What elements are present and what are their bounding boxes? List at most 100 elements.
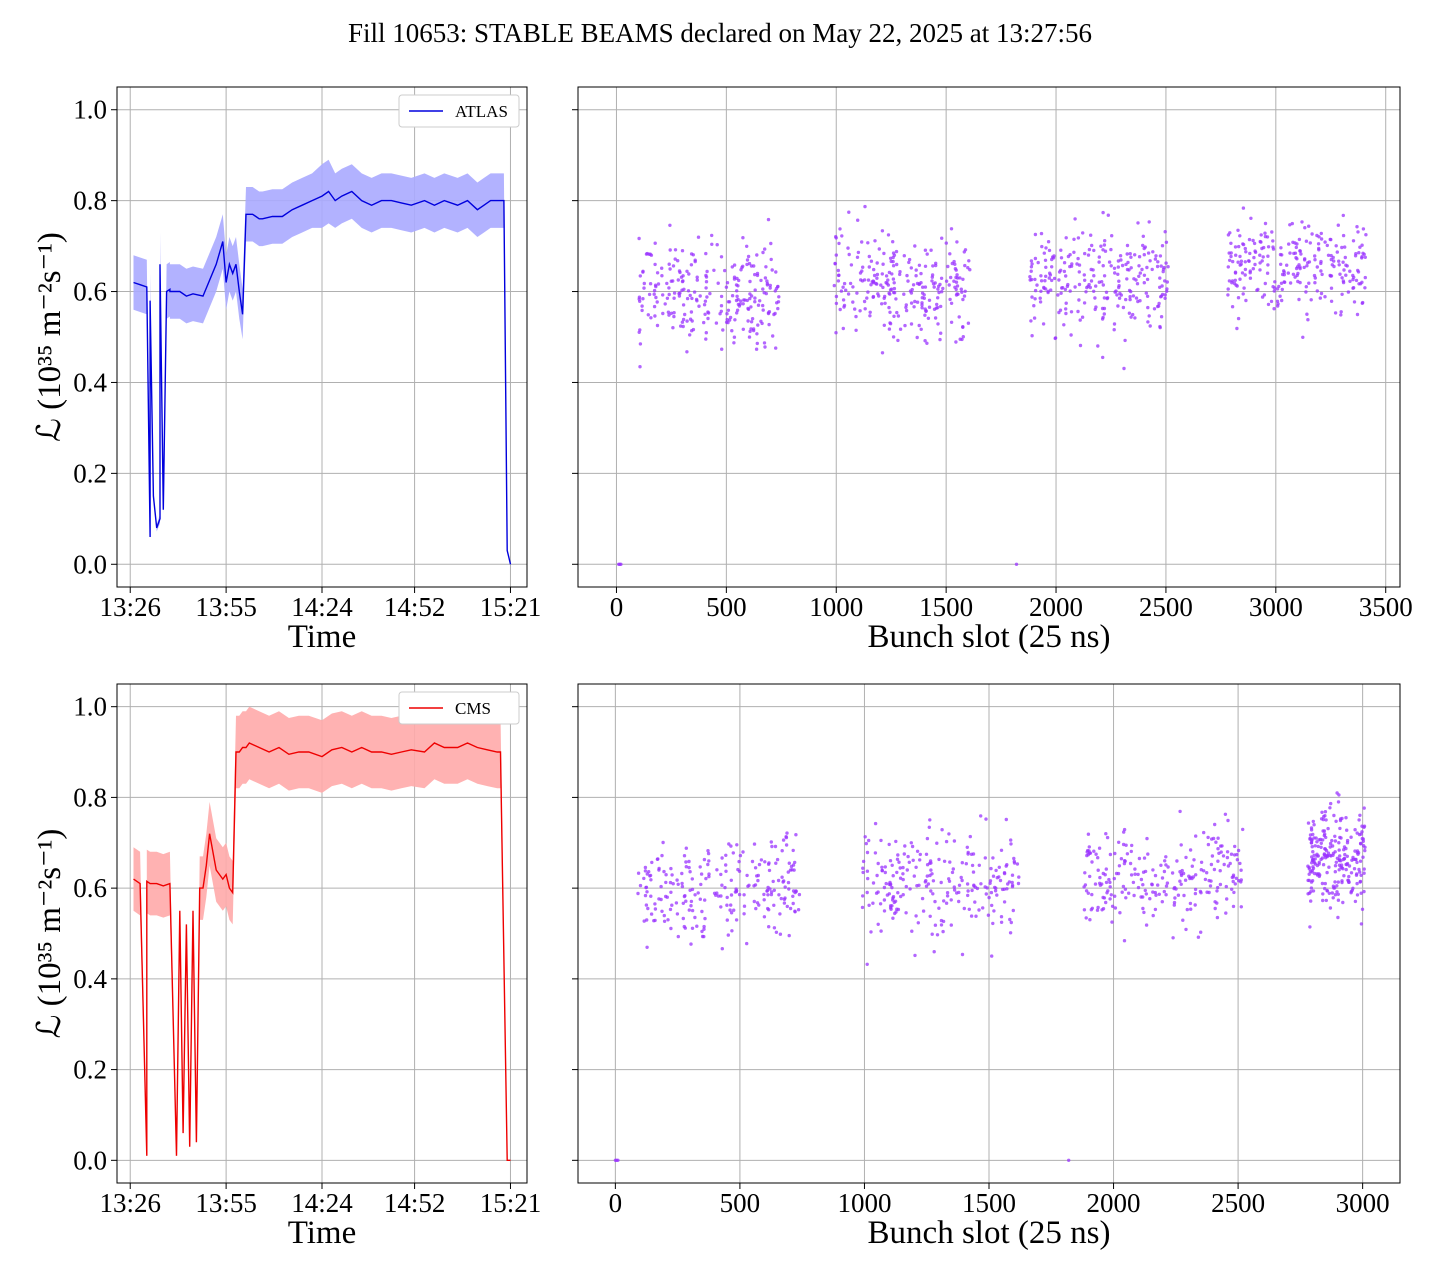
bunch-point [776, 878, 781, 883]
bunch-point [1236, 228, 1240, 232]
bunch-point [1323, 814, 1327, 818]
bunch-point [1158, 276, 1162, 280]
bunch-point [947, 283, 951, 287]
bunch-point [1269, 299, 1274, 304]
bunch-point [1129, 266, 1133, 270]
bunch-point [904, 911, 908, 915]
bunch-point [949, 898, 953, 902]
bunch-point [1347, 874, 1351, 879]
bunch-point [1125, 252, 1129, 256]
bunch-point [1148, 259, 1152, 263]
bunch-point [914, 865, 918, 869]
bunch-point [1336, 898, 1341, 902]
bunch-point [720, 883, 724, 887]
bunch-point [962, 906, 966, 911]
bunch-point [768, 286, 772, 290]
bunch-point [706, 849, 710, 853]
bunch-point [984, 817, 988, 821]
bunch-point [929, 889, 933, 893]
bunch-point [891, 898, 895, 902]
bunch-point [937, 284, 941, 288]
bunch-point [741, 850, 745, 854]
bunch-point [794, 889, 798, 893]
bunch-point [1329, 801, 1333, 806]
bunch-point [909, 322, 914, 326]
bunch-point [1129, 849, 1134, 854]
bunch-point [1053, 336, 1057, 341]
bunch-point [1235, 852, 1239, 857]
bunch-point [838, 307, 842, 312]
bunch-point [752, 899, 756, 904]
bunch-point [1323, 881, 1328, 886]
bunch-point [1330, 844, 1335, 848]
bunch-point [1190, 876, 1194, 881]
x-tick-label: 13:55 [195, 592, 257, 622]
bunch-point [769, 892, 774, 897]
bunch-point [990, 954, 994, 958]
bunch-point [1311, 832, 1315, 837]
bunch-point [1319, 259, 1323, 264]
bunch-point [1221, 854, 1226, 858]
bunch-point [700, 934, 705, 939]
bunch-point [868, 310, 872, 314]
bunch-point [695, 275, 699, 279]
bunch-point [1092, 289, 1096, 293]
bunch-point [898, 866, 902, 870]
bunch-point [1241, 206, 1246, 210]
bunch-point [1044, 265, 1048, 269]
bunch-point [888, 322, 893, 326]
bunch-point [660, 853, 664, 858]
bunch-point [894, 297, 898, 301]
bunch-point [926, 316, 931, 320]
bunch-point [1088, 851, 1093, 855]
bunch-point [766, 311, 771, 315]
bunch-point [1340, 245, 1344, 250]
bunch-point [724, 869, 728, 873]
bunch-point [1092, 274, 1096, 278]
bunch-point [849, 263, 854, 267]
bunch-point [1137, 264, 1141, 268]
bunch-point [933, 923, 938, 927]
bunch-point [920, 296, 924, 300]
bunch-point [915, 849, 920, 853]
bunch-point [1103, 873, 1107, 877]
bunch-point [738, 853, 743, 858]
bunch-point [1239, 262, 1243, 266]
bunch-point [1059, 248, 1063, 252]
bunch-point [888, 310, 892, 314]
bunch-point [1280, 272, 1285, 277]
bunch-point [898, 876, 903, 880]
bunch-point [1033, 256, 1038, 261]
bunch-point [1122, 859, 1127, 863]
bunch-point [1062, 261, 1067, 265]
bunch-point [1153, 873, 1158, 878]
bunch-point [755, 253, 759, 257]
bunch-point [1076, 256, 1080, 261]
bunch-point [910, 929, 914, 933]
bunch-point [1265, 271, 1270, 275]
bunch-point [1059, 256, 1064, 260]
bunch-point [733, 890, 738, 894]
bunch-point [763, 247, 767, 251]
bunch-point [1252, 255, 1256, 260]
bunch-point [834, 236, 838, 240]
bunch-point [678, 270, 682, 275]
bunch-point [1341, 857, 1346, 862]
bunch-point [725, 918, 729, 922]
bunch-point [1315, 840, 1319, 844]
bunch-point [1334, 819, 1338, 823]
bunch-point [1266, 263, 1270, 267]
bunch-point [837, 273, 841, 277]
bunch-point [1153, 257, 1158, 261]
bunch-point [1355, 872, 1359, 876]
bunch-point [1077, 298, 1081, 302]
bunch-point [724, 285, 729, 289]
bunch-point [772, 312, 776, 317]
bunch-point [690, 926, 695, 930]
bunch-point [933, 899, 937, 904]
bunch-point [656, 282, 661, 286]
bunch-point [688, 293, 692, 298]
x-tick-label: 0 [609, 1188, 623, 1218]
bunch-point [1165, 280, 1170, 284]
bunch-point [966, 850, 970, 855]
